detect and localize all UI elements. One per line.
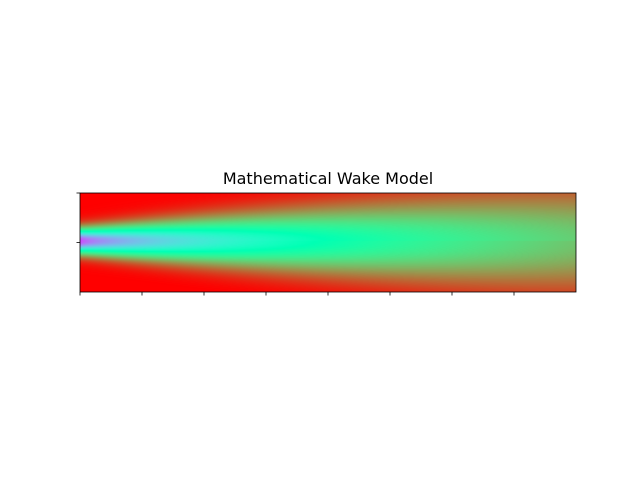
x-axis-ticks [79,292,515,296]
plot-area [80,193,576,292]
wake-heatmap [80,193,576,292]
chart-title: Mathematical Wake Model [223,169,433,188]
y-axis-ticks [76,192,80,243]
